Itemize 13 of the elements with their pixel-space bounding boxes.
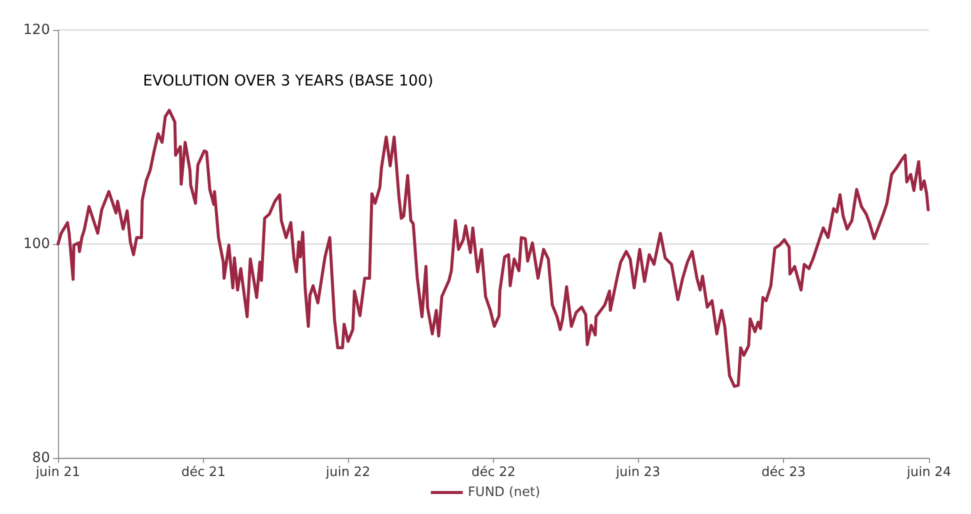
legend-label: FUND (net): [468, 485, 540, 500]
x-tick-label: juin 23: [614, 465, 660, 480]
text: EVOLUTION OVER 3 YEARS (BASE 100): [143, 72, 434, 90]
line-series: [56, 108, 930, 388]
y-tick-label: 80: [32, 450, 50, 466]
x-tick-label: déc 23: [762, 465, 806, 480]
x-tick-label: juin 22: [324, 465, 370, 480]
x-tick-label: déc 21: [181, 465, 226, 480]
x-tick-label: déc 22: [471, 465, 516, 480]
y-tick-label: 100: [23, 236, 50, 252]
y-tick-label: 120: [23, 22, 50, 38]
x-tick-label: juin 21: [34, 465, 80, 480]
x-tick-label: juin 24: [906, 465, 952, 480]
